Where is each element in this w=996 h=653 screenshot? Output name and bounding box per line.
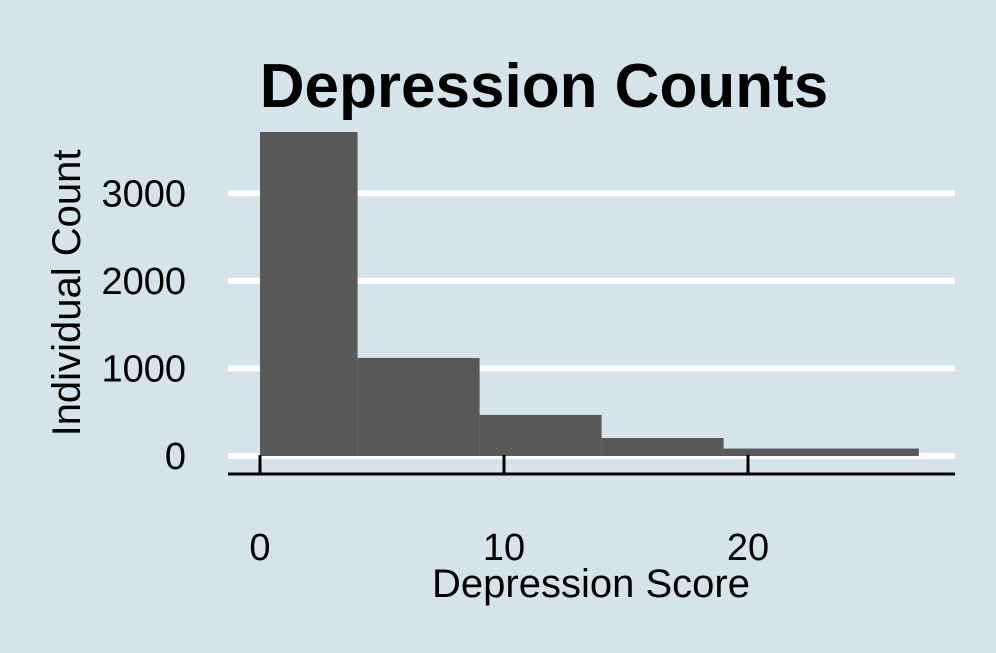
histogram-bar [723,448,919,456]
histogram-bar [260,132,358,456]
x-tick-label: 10 [483,527,525,569]
histogram-bar [357,357,480,456]
x-axis-label: Depression Score [432,562,750,606]
y-axis-label: Individual Count [45,150,89,437]
bars [260,132,919,456]
histogram-bar [479,414,602,456]
y-tick-label: 1000 [101,348,186,390]
y-tick-label: 2000 [101,261,186,303]
y-tick-label: 3000 [101,173,186,215]
chart-title: Depression Counts [260,52,828,121]
x-ticks: 0 10 20 [249,455,769,569]
x-tick-label: 0 [249,527,270,569]
x-tick-label: 20 [727,527,769,569]
y-ticks: 0 1000 2000 3000 [101,173,186,478]
y-tick-label: 0 [165,436,186,478]
histogram-bar [601,438,724,456]
